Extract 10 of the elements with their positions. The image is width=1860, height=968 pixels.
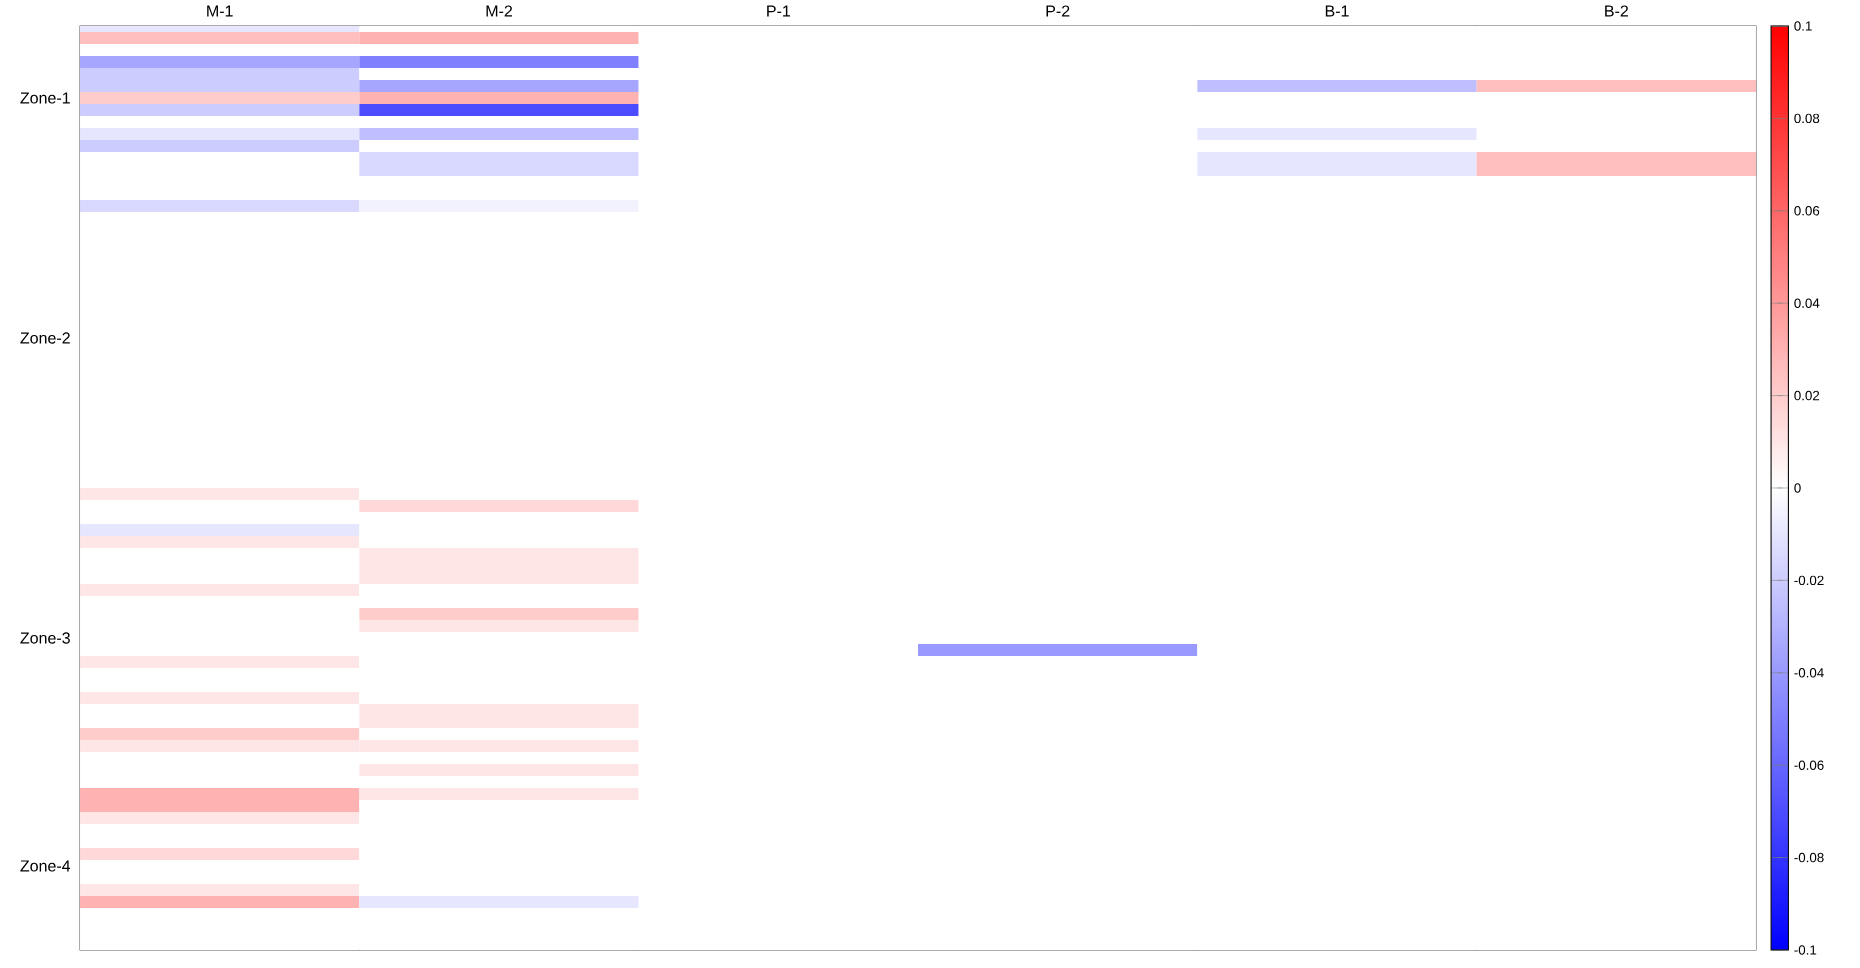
x-tick-label: B-1 — [1325, 5, 1349, 17]
y-tick-label: Zone-2 — [20, 332, 70, 344]
y-tick-label: Zone-1 — [20, 92, 70, 104]
x-tick-label: M-1 — [207, 5, 233, 17]
x-tick-label: P-2 — [1046, 5, 1070, 17]
x-tick-label: P-1 — [767, 5, 790, 17]
x-tick-label: B-2 — [1605, 5, 1628, 17]
y-tick-label: Zone-4 — [20, 860, 71, 872]
y-tick-label: Zone-3 — [20, 632, 70, 644]
x-tick-label: M-2 — [486, 5, 513, 17]
